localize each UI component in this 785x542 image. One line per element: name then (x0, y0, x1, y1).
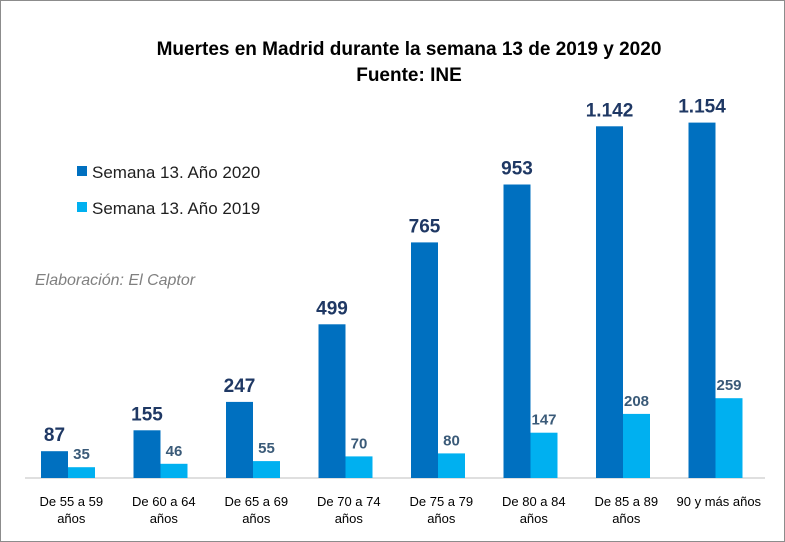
data-label-2020-0: 87 (44, 425, 65, 446)
data-label-2019-7: 259 (716, 377, 741, 394)
data-label-2019-2: 55 (258, 440, 275, 457)
bar-2020-5 (503, 184, 531, 478)
legend-swatch-2020 (77, 166, 87, 176)
chart-credit: Elaboración: El Captor (35, 272, 196, 289)
bar-2020-1 (133, 430, 161, 478)
chart-subtitle: Fuente: INE (356, 65, 462, 86)
category-label-2: De 65 a 69 años (224, 494, 288, 526)
data-label-2019-3: 70 (351, 435, 368, 452)
bar-2019-5 (530, 432, 558, 478)
bar-2020-4 (411, 242, 438, 478)
data-label-2019-0: 35 (73, 446, 90, 463)
category-label-line: años (242, 511, 271, 526)
bar-2019-3 (345, 456, 373, 478)
data-label-2019-5: 147 (531, 412, 556, 429)
bar-2019-1 (160, 463, 188, 478)
bar-2019-0 (68, 467, 95, 478)
category-label-line: De 75 a 79 (409, 494, 473, 509)
bar-2020-7 (688, 122, 716, 478)
legend-label-2020: Semana 13. Año 2020 (92, 163, 260, 182)
data-label-2020-2: 247 (224, 376, 256, 397)
bar-2020-6 (596, 126, 623, 479)
bar-2020-3 (318, 324, 346, 478)
category-label-line: De 60 a 64 (132, 494, 196, 509)
data-label-2019-1: 46 (166, 443, 183, 460)
category-label-line: años (57, 511, 86, 526)
category-label-line: De 80 a 84 (502, 494, 566, 509)
category-label-4: De 75 a 79 años (409, 494, 473, 526)
category-label-line: De 70 a 74 (317, 494, 381, 509)
bars-layer: 87 35 De 55 a 59 años 155 46 De 60 a 64 años 247… (39, 97, 761, 526)
data-label-2019-4: 80 (443, 432, 460, 449)
data-label-2020-6: 1.142 (586, 100, 634, 121)
category-label-6: De 85 a 89 años (594, 494, 658, 526)
category-label-7: 90 y más años (677, 494, 762, 509)
category-label-5: De 80 a 84 años (502, 494, 566, 526)
category-label-0: De 55 a 59 años (39, 494, 103, 526)
data-label-2019-6: 208 (624, 393, 649, 410)
data-label-2020-4: 765 (409, 216, 441, 237)
bar-2020-2 (226, 401, 253, 478)
legend-swatch-2019 (77, 202, 87, 212)
data-label-2020-5: 953 (501, 159, 533, 180)
category-label-line: 90 y más años (677, 494, 762, 509)
bar-2019-2 (253, 461, 280, 478)
chart-title: Muertes en Madrid durante la semana 13 d… (157, 39, 662, 60)
category-label-1: De 60 a 64 años (132, 494, 196, 526)
category-label-line: De 65 a 69 (224, 494, 288, 509)
legend-label-2019: Semana 13. Año 2019 (92, 199, 260, 218)
bar-2020-0 (41, 451, 68, 478)
data-label-2020-3: 499 (316, 298, 348, 319)
category-label-line: años (612, 511, 641, 526)
bar-2019-6 (623, 413, 650, 478)
data-label-2020-1: 155 (131, 404, 163, 425)
category-label-line: De 55 a 59 (39, 494, 103, 509)
category-label-line: años (150, 511, 179, 526)
category-label-line: De 85 a 89 (594, 494, 658, 509)
data-label-2020-7: 1.154 (678, 97, 726, 118)
bar-2019-7 (715, 398, 743, 478)
category-label-line: años (520, 511, 549, 526)
category-label-3: De 70 a 74 años (317, 494, 381, 526)
bar-2019-4 (438, 453, 465, 478)
category-label-line: años (427, 511, 456, 526)
category-label-line: años (335, 511, 364, 526)
